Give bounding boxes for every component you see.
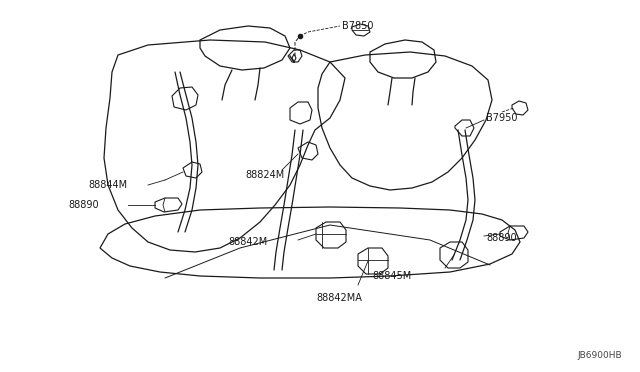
Text: 88844M: 88844M [88,180,127,190]
Text: 88824M: 88824M [245,170,284,180]
Text: 88842M: 88842M [228,237,268,247]
Text: JB6900HB: JB6900HB [577,351,622,360]
Text: 88890: 88890 [68,200,99,210]
Text: B7850: B7850 [342,21,374,31]
Text: 88890: 88890 [486,233,516,243]
Text: 88842MA: 88842MA [316,293,362,303]
Text: B7950: B7950 [486,113,518,123]
Text: 88845M: 88845M [372,271,412,281]
